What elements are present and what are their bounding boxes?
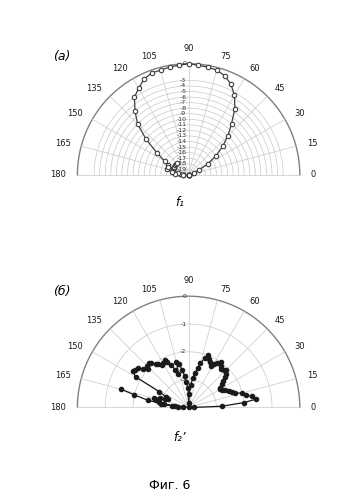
Text: -8: -8 bbox=[180, 106, 186, 110]
Text: -2: -2 bbox=[180, 350, 186, 354]
Text: -13: -13 bbox=[176, 134, 186, 138]
Text: -11: -11 bbox=[176, 122, 186, 128]
Text: 135: 135 bbox=[86, 84, 102, 93]
Text: 15: 15 bbox=[307, 138, 317, 147]
Text: -10: -10 bbox=[176, 117, 186, 122]
Text: (a): (a) bbox=[53, 50, 70, 64]
Text: Фиг. 6: Фиг. 6 bbox=[149, 479, 190, 492]
Text: -7: -7 bbox=[180, 100, 186, 105]
Text: 60: 60 bbox=[250, 297, 260, 306]
Text: 15: 15 bbox=[307, 371, 317, 380]
Text: 180: 180 bbox=[51, 403, 66, 412]
Text: 180: 180 bbox=[51, 170, 66, 179]
Text: 30: 30 bbox=[295, 109, 305, 118]
Text: 75: 75 bbox=[220, 52, 231, 62]
Text: 60: 60 bbox=[250, 64, 260, 74]
Text: 75: 75 bbox=[220, 285, 231, 294]
Text: 30: 30 bbox=[295, 342, 305, 350]
Text: -5: -5 bbox=[180, 89, 186, 94]
Text: -17: -17 bbox=[176, 156, 186, 160]
Text: -12: -12 bbox=[176, 128, 186, 133]
Text: f₁: f₁ bbox=[175, 196, 184, 209]
Text: -19: -19 bbox=[176, 167, 186, 172]
Text: -6: -6 bbox=[180, 94, 186, 100]
Text: 45: 45 bbox=[275, 84, 285, 93]
Text: -9: -9 bbox=[180, 111, 186, 116]
Text: 120: 120 bbox=[112, 64, 127, 74]
Text: 0: 0 bbox=[182, 294, 186, 298]
Text: 0: 0 bbox=[182, 61, 186, 66]
Text: -3: -3 bbox=[180, 377, 186, 382]
Text: 0: 0 bbox=[311, 403, 316, 412]
Text: 165: 165 bbox=[55, 371, 71, 380]
Text: -1: -1 bbox=[180, 322, 186, 326]
Text: 150: 150 bbox=[67, 109, 83, 118]
Text: -4: -4 bbox=[180, 405, 186, 410]
Text: 105: 105 bbox=[141, 52, 157, 62]
Text: -20: -20 bbox=[176, 172, 186, 178]
Text: -3: -3 bbox=[180, 78, 186, 83]
Text: f₂’: f₂’ bbox=[174, 431, 186, 444]
Text: 90: 90 bbox=[183, 276, 194, 285]
Text: -15: -15 bbox=[176, 144, 186, 150]
Text: -16: -16 bbox=[176, 150, 186, 155]
Text: 165: 165 bbox=[55, 138, 71, 147]
Text: 0: 0 bbox=[311, 170, 316, 179]
Text: -4: -4 bbox=[180, 84, 186, 88]
Text: 120: 120 bbox=[112, 297, 127, 306]
Text: (б): (б) bbox=[53, 285, 71, 298]
Text: 45: 45 bbox=[275, 316, 285, 326]
Text: 135: 135 bbox=[86, 316, 102, 326]
Text: 105: 105 bbox=[141, 285, 157, 294]
Text: 90: 90 bbox=[183, 44, 194, 52]
Text: -14: -14 bbox=[176, 139, 186, 144]
Text: 150: 150 bbox=[67, 342, 83, 350]
Text: -18: -18 bbox=[176, 162, 186, 166]
